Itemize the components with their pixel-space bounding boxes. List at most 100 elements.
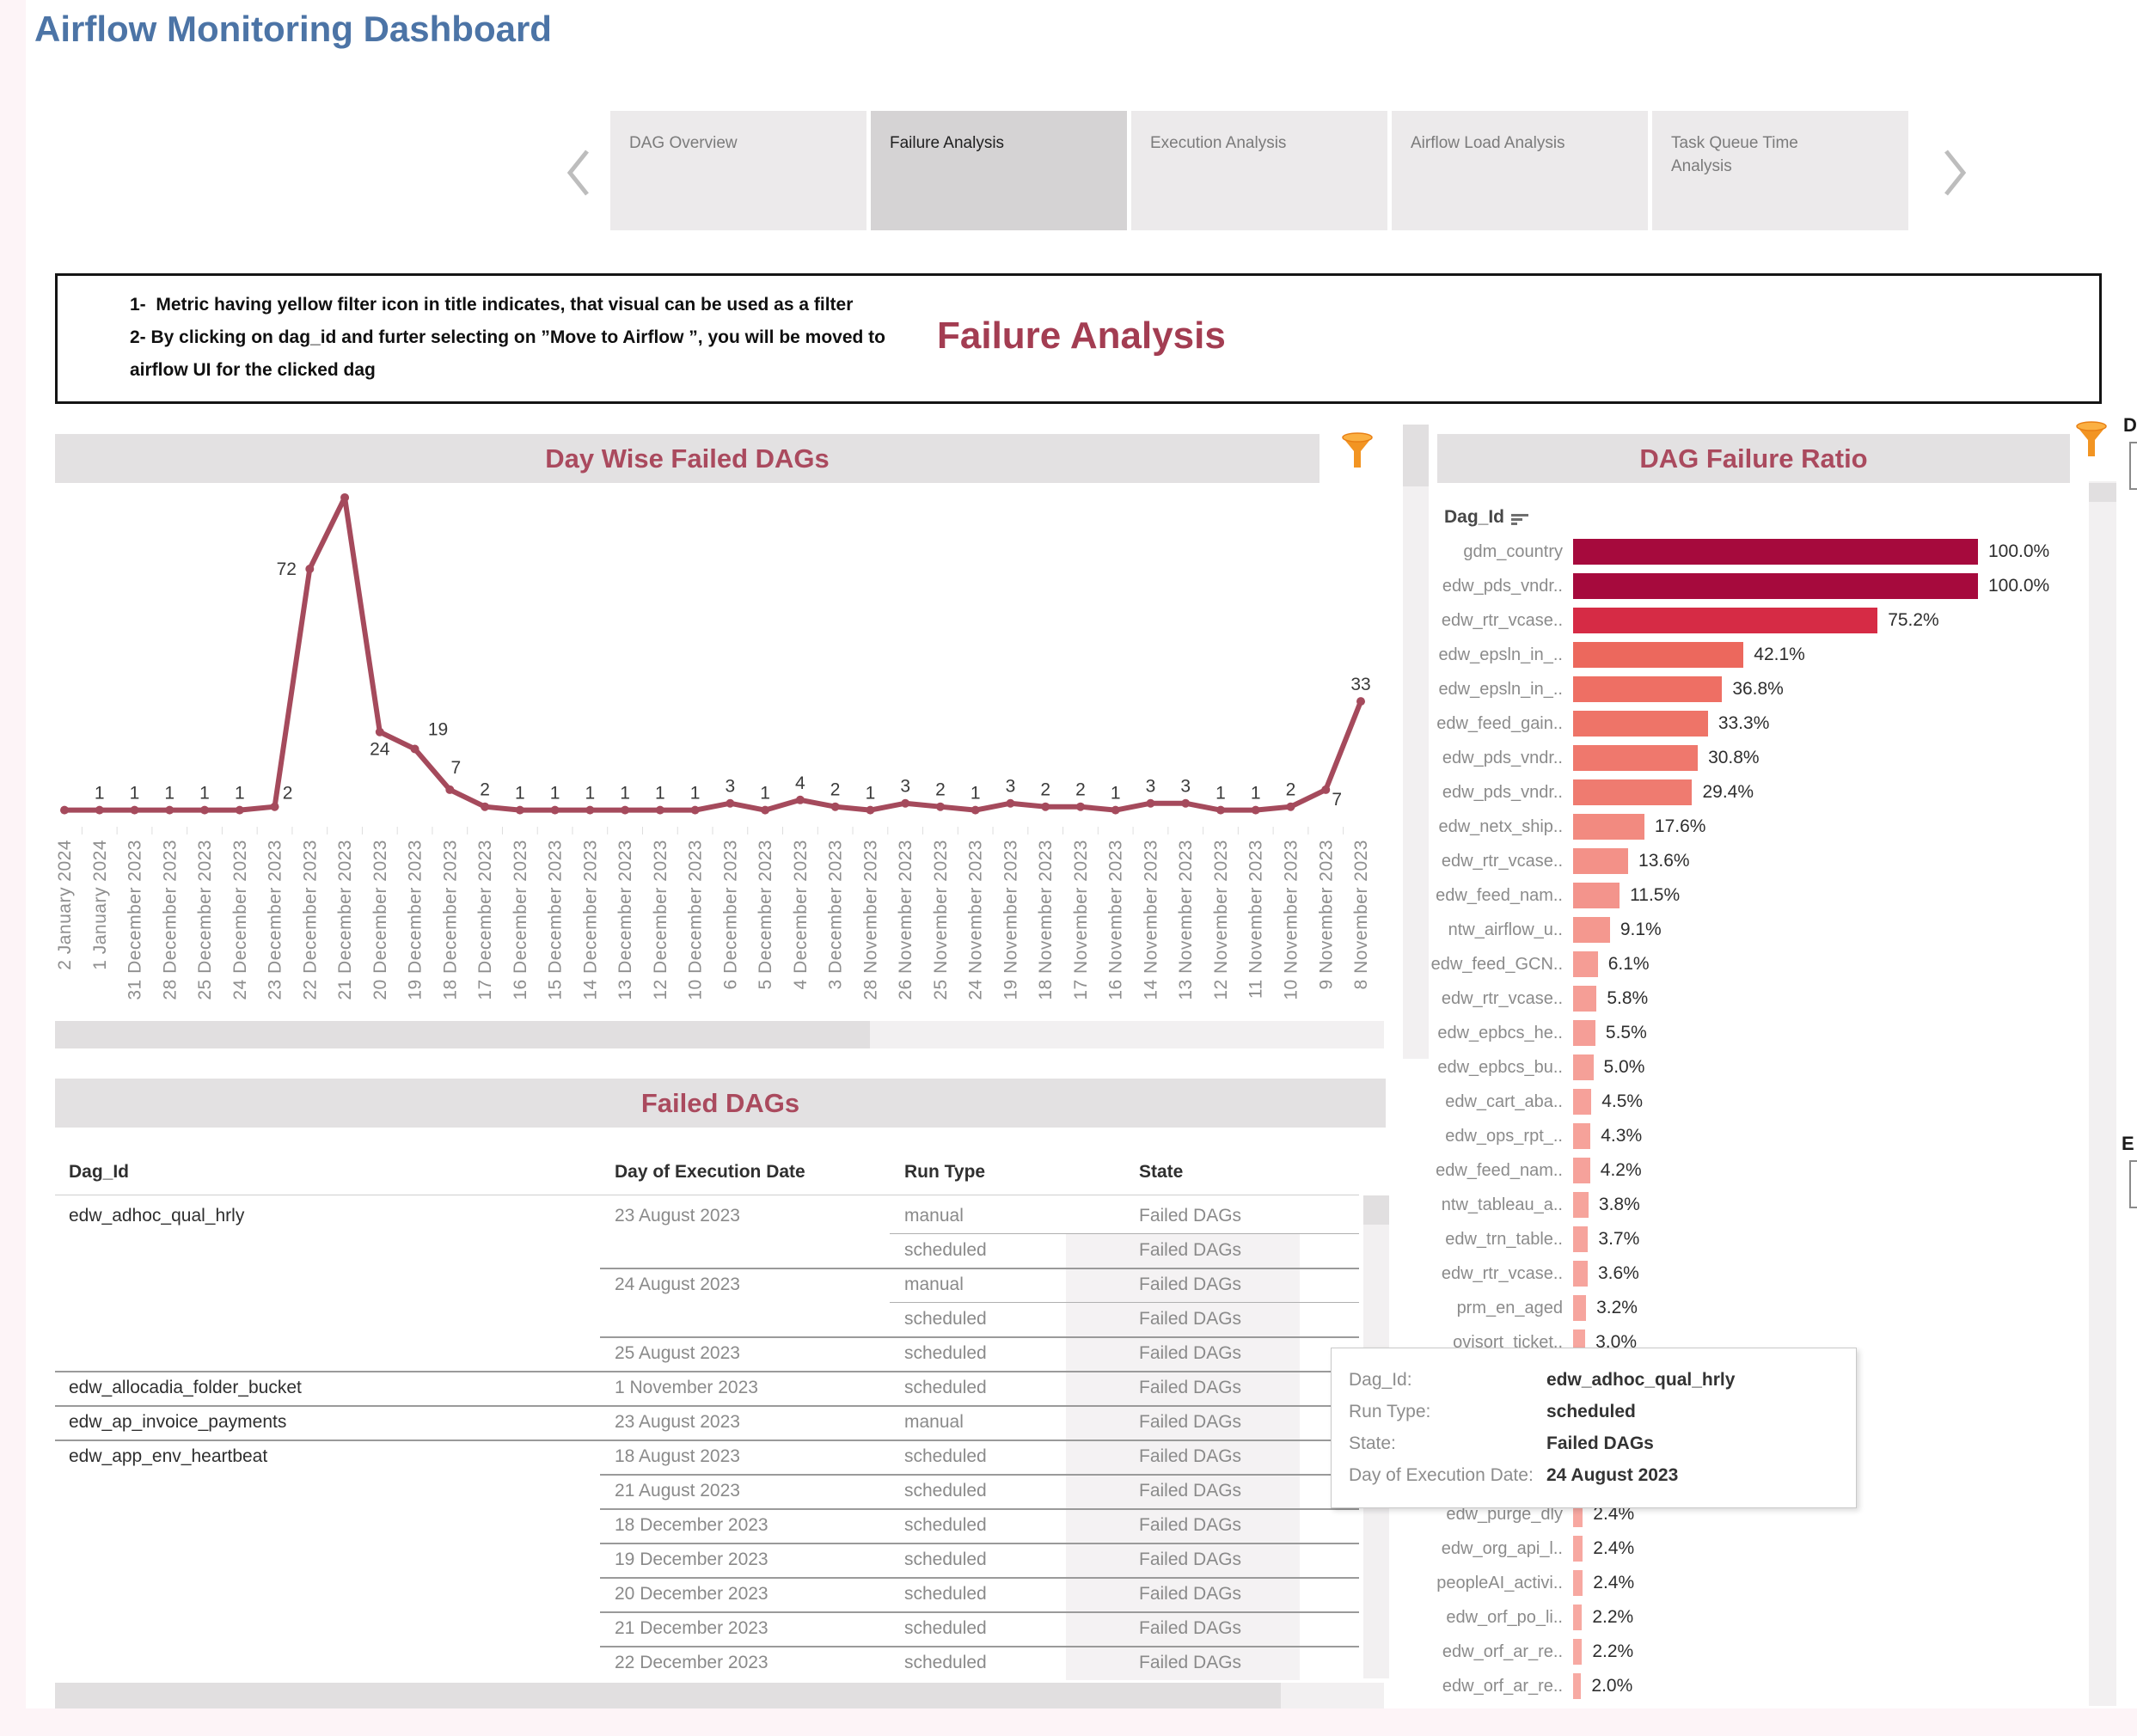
data-point[interactable] bbox=[1321, 785, 1331, 794]
data-point[interactable] bbox=[1111, 805, 1120, 815]
table-row[interactable]: 25 August 2023 scheduled Failed DAGs bbox=[55, 1336, 1391, 1371]
data-point[interactable] bbox=[1146, 798, 1155, 808]
data-point[interactable] bbox=[795, 795, 805, 804]
tabs-next-icon[interactable] bbox=[1936, 148, 1970, 198]
bar-dag-id-label[interactable]: edw_pds_vndr.. bbox=[1442, 577, 1563, 596]
data-point[interactable] bbox=[410, 744, 419, 754]
table-row[interactable]: 18 December 2023 scheduled Failed DAGs bbox=[55, 1508, 1391, 1543]
failure-ratio-bar[interactable] bbox=[1573, 917, 1610, 943]
bar-dag-id-label[interactable]: edw_rtr_vcase.. bbox=[1441, 852, 1563, 871]
failure-ratio-bar[interactable] bbox=[1573, 779, 1693, 805]
failure-ratio-bar[interactable] bbox=[1573, 1054, 1594, 1080]
bar-dag-id-label[interactable]: edw_purge_dly bbox=[1446, 1505, 1563, 1524]
bar-dag-id-label[interactable]: edw_feed_nam.. bbox=[1436, 886, 1563, 905]
data-point[interactable] bbox=[270, 802, 279, 811]
line-chart-hscrollbar[interactable] bbox=[55, 1021, 1384, 1048]
failure-ratio-bar[interactable] bbox=[1573, 1295, 1587, 1321]
bar-dag-id-label[interactable]: edw_org_api_l.. bbox=[1441, 1539, 1563, 1558]
bar-dag-id-label[interactable]: edw_rtr_vcase.. bbox=[1441, 989, 1563, 1008]
data-point[interactable] bbox=[130, 805, 139, 815]
column-header-run-type[interactable]: Run Type bbox=[904, 1162, 986, 1182]
bar-dag-id-label[interactable]: ntw_tableau_a.. bbox=[1441, 1195, 1563, 1214]
bar-dag-id-label[interactable]: ntw_airflow_u.. bbox=[1448, 920, 1563, 939]
bar-chart-column-header[interactable]: Dag_Id bbox=[1444, 507, 1505, 527]
data-point[interactable] bbox=[550, 805, 560, 815]
bar-dag-id-label[interactable]: edw_pds_vndr.. bbox=[1442, 783, 1563, 802]
bar-dag-id-label[interactable]: edw_pds_vndr.. bbox=[1442, 749, 1563, 767]
tab-execution-analysis[interactable]: Execution Analysis bbox=[1131, 111, 1387, 230]
failure-ratio-bar[interactable] bbox=[1573, 814, 1644, 840]
day-wise-failed-dags-chart[interactable]: 1111112722419721111113142132132213311273… bbox=[55, 486, 1386, 1036]
line-chart-vscrollbar[interactable] bbox=[1403, 425, 1429, 1059]
data-point[interactable] bbox=[621, 805, 630, 815]
bar-dag-id-label[interactable]: edw_epbcs_bu.. bbox=[1437, 1058, 1563, 1077]
bar-dag-id-label[interactable]: edw_cart_aba.. bbox=[1445, 1092, 1563, 1111]
failure-ratio-bar[interactable] bbox=[1573, 1226, 1589, 1252]
sort-icon[interactable] bbox=[1511, 514, 1528, 528]
bar-dag-id-label[interactable]: prm_en_aged bbox=[1456, 1299, 1563, 1317]
failure-ratio-bar[interactable] bbox=[1573, 573, 1978, 599]
failure-ratio-bar[interactable] bbox=[1573, 1089, 1592, 1115]
data-point[interactable] bbox=[1356, 697, 1366, 706]
table-row[interactable]: 20 December 2023 scheduled Failed DAGs bbox=[55, 1577, 1391, 1611]
data-point[interactable] bbox=[235, 805, 244, 815]
data-point[interactable] bbox=[515, 805, 524, 815]
failure-ratio-bar[interactable] bbox=[1573, 1020, 1595, 1046]
failure-ratio-bar[interactable] bbox=[1573, 711, 1708, 737]
bar-dag-id-label[interactable]: edw_feed_nam.. bbox=[1436, 1161, 1563, 1180]
data-point[interactable] bbox=[901, 798, 910, 808]
bar-chart-vscrollbar[interactable] bbox=[2089, 481, 2116, 1706]
bar-dag-id-label[interactable]: ovisort_ticket.. bbox=[1453, 1333, 1563, 1352]
bar-dag-id-label[interactable]: edw_epbcs_he.. bbox=[1437, 1024, 1563, 1042]
data-point[interactable] bbox=[200, 805, 210, 815]
failure-ratio-bar[interactable] bbox=[1573, 883, 1620, 908]
failure-ratio-bar[interactable] bbox=[1573, 1123, 1591, 1149]
bar-dag-id-label[interactable]: edw_rtr_vcase.. bbox=[1441, 1264, 1563, 1283]
bar-dag-id-label[interactable]: edw_rtr_vcase.. bbox=[1441, 611, 1563, 630]
bar-dag-id-label[interactable]: edw_feed_GCN.. bbox=[1430, 955, 1563, 974]
filter-funnel-icon[interactable] bbox=[1341, 432, 1374, 470]
bar-dag-id-label[interactable]: edw_epsln_in_.. bbox=[1438, 645, 1563, 664]
failure-ratio-bar[interactable] bbox=[1573, 1570, 1583, 1596]
table-row[interactable]: 24 August 2023 manual Failed DAGs bbox=[55, 1268, 1391, 1302]
failure-ratio-bar[interactable] bbox=[1573, 676, 1723, 702]
failure-ratio-bar[interactable] bbox=[1573, 1673, 1582, 1699]
data-point[interactable] bbox=[165, 805, 175, 815]
tabs-prev-icon[interactable] bbox=[563, 148, 597, 198]
failure-ratio-bar[interactable] bbox=[1573, 848, 1629, 874]
table-row[interactable]: 21 December 2023 scheduled Failed DAGs bbox=[55, 1611, 1391, 1646]
table-row[interactable]: 22 December 2023 scheduled Failed DAGs bbox=[55, 1646, 1391, 1680]
data-point[interactable] bbox=[585, 805, 595, 815]
failure-ratio-bar[interactable] bbox=[1573, 1605, 1583, 1630]
cell-dag-id[interactable]: edw_ap_invoice_payments bbox=[69, 1412, 287, 1432]
data-point[interactable] bbox=[655, 805, 664, 815]
bar-dag-id-label[interactable]: edw_orf_ar_re.. bbox=[1442, 1642, 1563, 1661]
tab-dag-overview[interactable]: DAG Overview bbox=[610, 111, 866, 230]
table-row[interactable]: edw_adhoc_qual_hrly 23 August 2023 manual F… bbox=[55, 1199, 1391, 1233]
failure-ratio-bar[interactable] bbox=[1573, 1261, 1588, 1287]
table-row[interactable]: scheduled Failed DAGs bbox=[55, 1233, 1391, 1268]
data-point[interactable] bbox=[1041, 802, 1050, 811]
data-point[interactable] bbox=[726, 798, 735, 808]
bar-dag-id-label[interactable]: edw_orf_po_li.. bbox=[1446, 1608, 1563, 1627]
data-point[interactable] bbox=[95, 805, 104, 815]
data-point[interactable] bbox=[1286, 802, 1295, 811]
column-header-date[interactable]: Day of Execution Date bbox=[615, 1162, 805, 1182]
cell-dag-id[interactable]: edw_allocadia_folder_bucket bbox=[69, 1378, 302, 1397]
bar-chart-vscroll-thumb[interactable] bbox=[2089, 483, 2116, 502]
data-point[interactable] bbox=[971, 805, 980, 815]
data-point[interactable] bbox=[375, 727, 384, 737]
data-point[interactable] bbox=[1181, 798, 1191, 808]
data-point[interactable] bbox=[60, 805, 69, 815]
data-point[interactable] bbox=[1251, 805, 1260, 815]
failure-ratio-bar[interactable] bbox=[1573, 1192, 1589, 1218]
data-point[interactable] bbox=[866, 805, 875, 815]
failure-ratio-bar[interactable] bbox=[1573, 1536, 1583, 1562]
cell-dag-id[interactable]: edw_app_env_heartbeat bbox=[69, 1446, 268, 1466]
bar-dag-id-label[interactable]: edw_feed_gain.. bbox=[1436, 714, 1563, 733]
bar-dag-id-label[interactable]: edw_ops_rpt_.. bbox=[1445, 1127, 1563, 1146]
filter-funnel-icon[interactable] bbox=[2075, 421, 2108, 459]
data-point[interactable] bbox=[690, 805, 700, 815]
failure-ratio-bar[interactable] bbox=[1573, 642, 1744, 668]
failure-ratio-bar[interactable] bbox=[1573, 745, 1699, 771]
